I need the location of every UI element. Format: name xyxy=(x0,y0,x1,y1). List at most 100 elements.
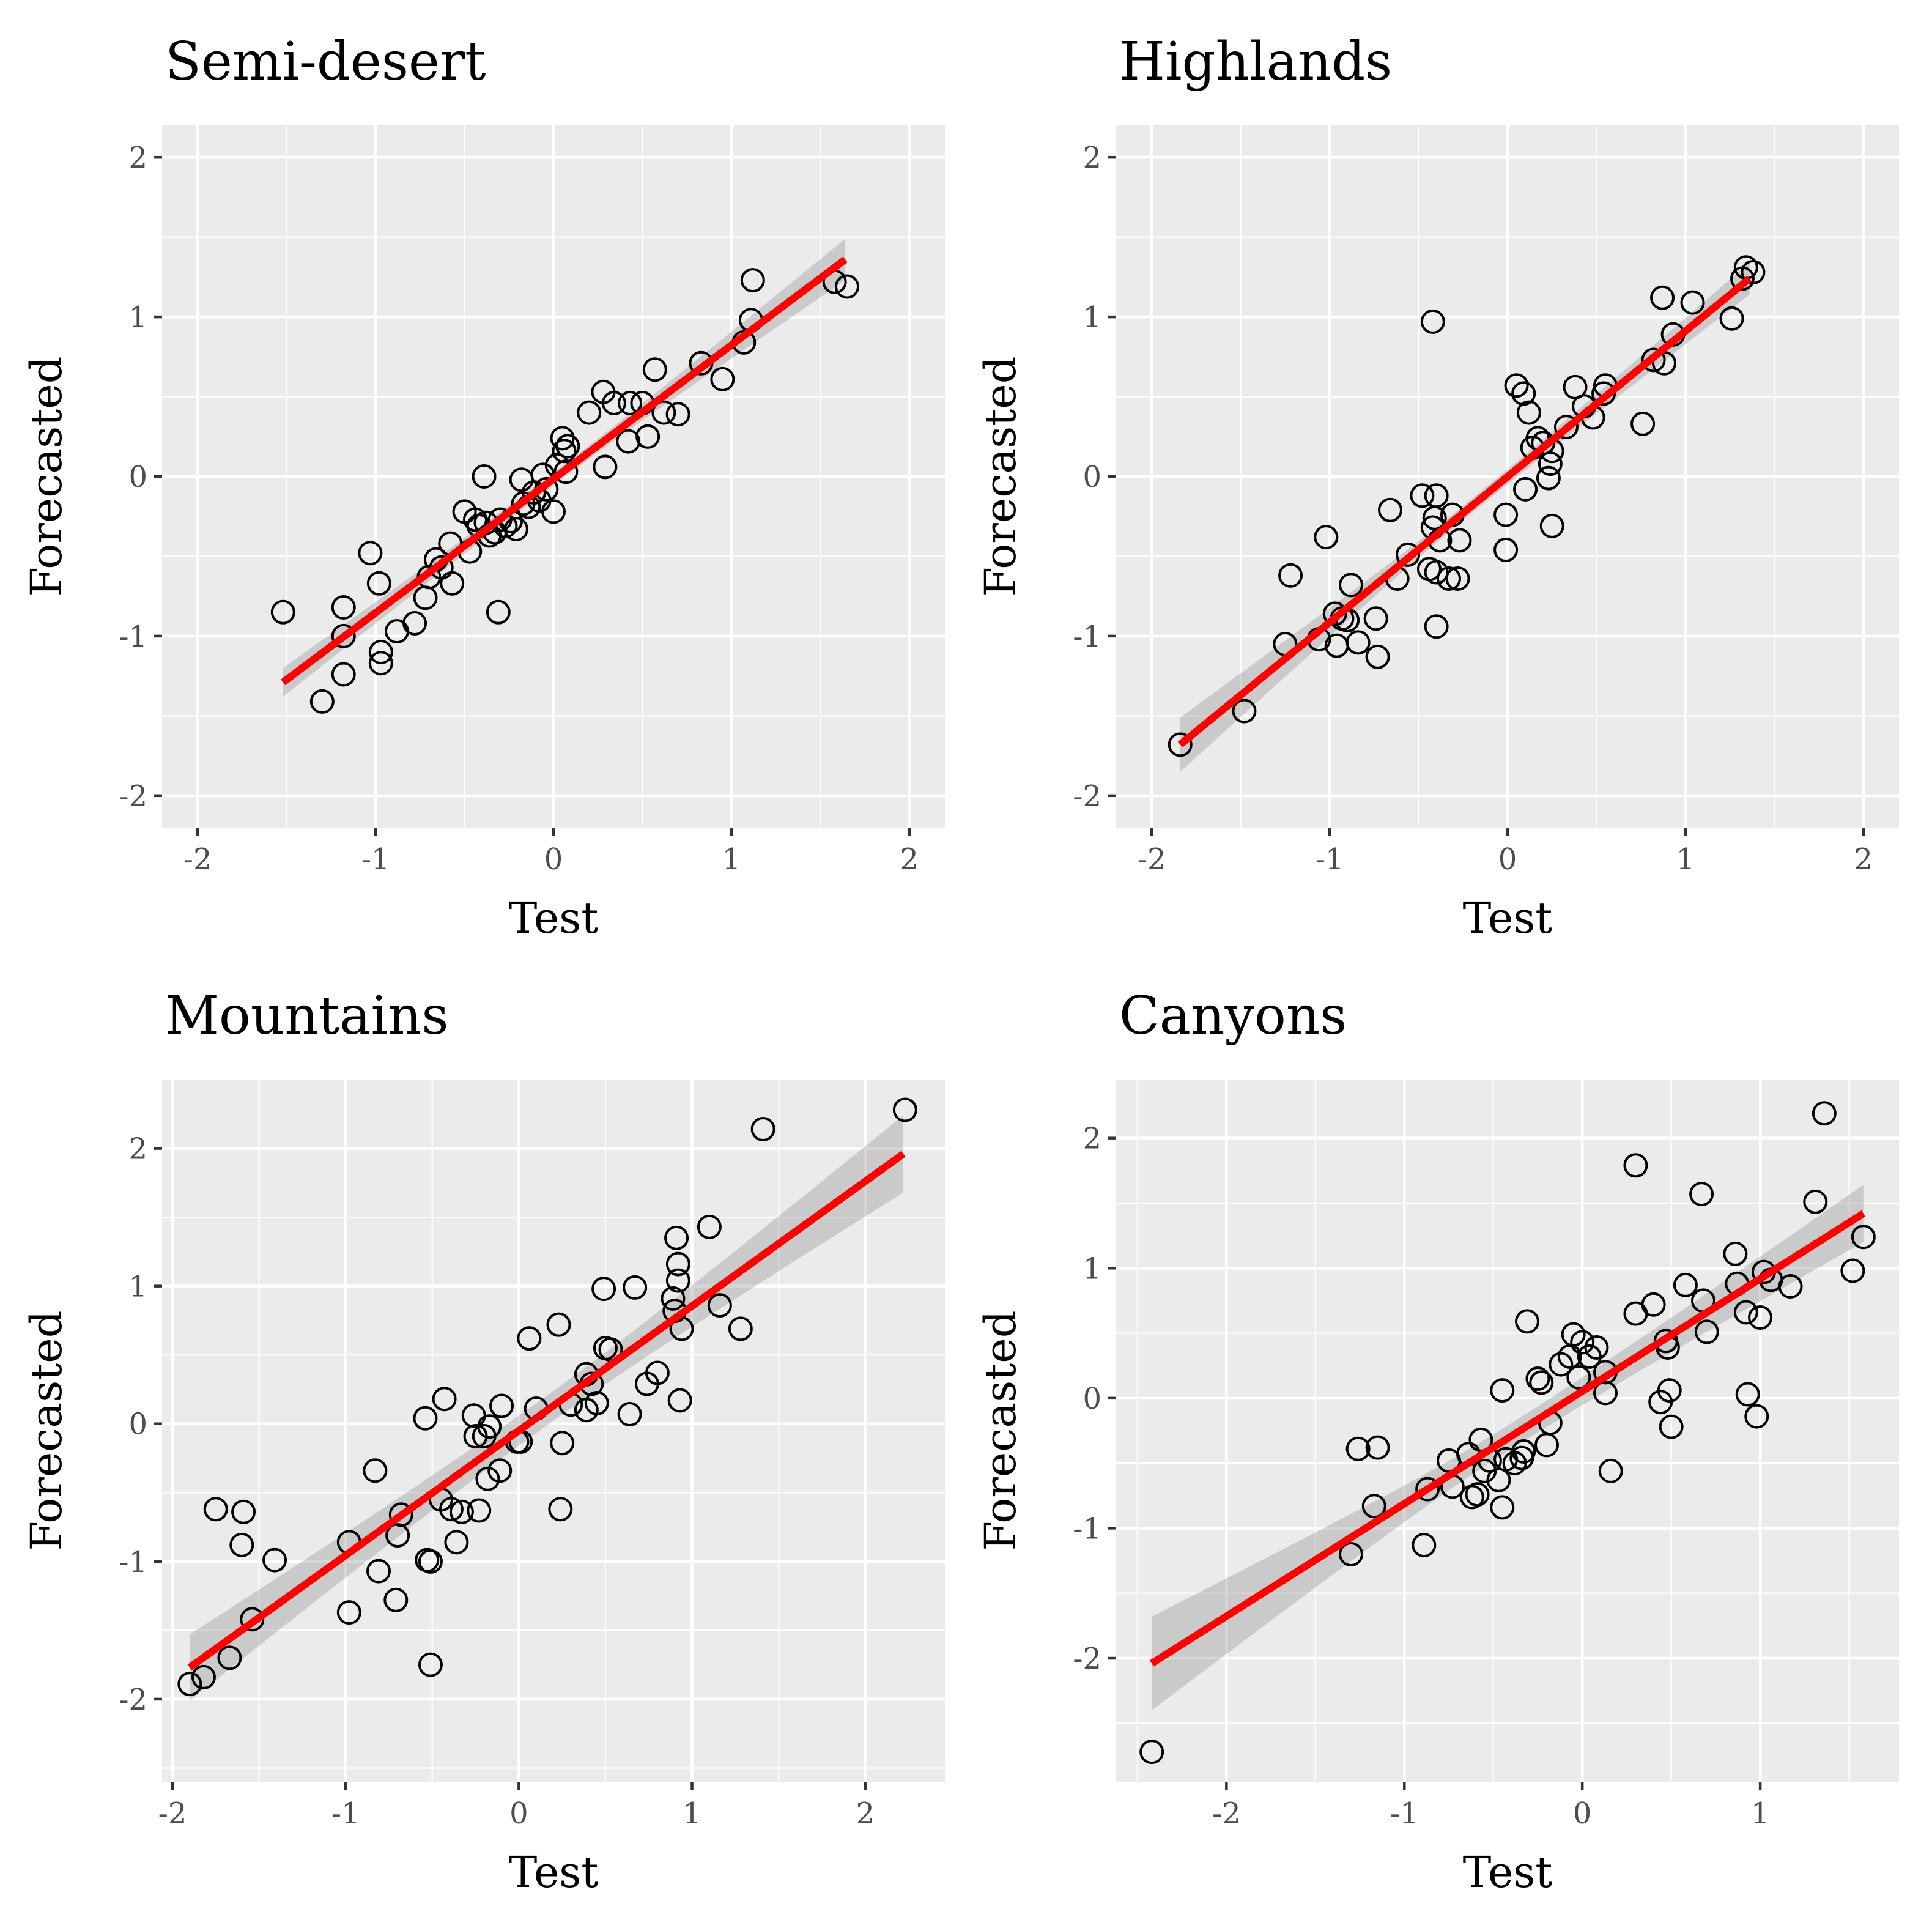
data-point xyxy=(1445,566,1470,591)
regression-line xyxy=(1149,1210,1866,1667)
data-point xyxy=(1733,1300,1758,1325)
data-point xyxy=(413,1406,438,1431)
data-point xyxy=(591,1277,616,1302)
y-tick-label: 1 xyxy=(1083,300,1101,335)
data-point xyxy=(892,1097,917,1122)
data-point xyxy=(1641,347,1666,373)
panel-highlands: -2 -1 0 1 2 -2 -1 0 1 2 Highlands Test Forecasted xyxy=(975,31,1899,943)
y-tick-label: -1 xyxy=(119,620,147,654)
y-tick-label: -2 xyxy=(1073,779,1101,814)
data-point xyxy=(439,1497,464,1522)
data-point xyxy=(835,274,859,299)
x-tick-label: -2 xyxy=(1212,1796,1241,1831)
data-point xyxy=(1623,1153,1648,1178)
data-point xyxy=(1735,1382,1760,1407)
data-point xyxy=(728,1316,753,1341)
data-point xyxy=(1538,451,1563,476)
data-point xyxy=(1513,476,1538,502)
data-point xyxy=(555,434,580,459)
x-tick-label: -2 xyxy=(158,1796,187,1831)
data-point xyxy=(593,454,618,480)
y-tick-label: 0 xyxy=(1083,1382,1101,1416)
data-point xyxy=(1490,1378,1515,1403)
data-point xyxy=(1322,601,1347,626)
data-point xyxy=(358,541,383,566)
data-point xyxy=(1516,400,1541,425)
y-tick-label: 1 xyxy=(128,300,147,335)
panel-mountains: -2 -1 0 1 2 -2 -1 0 1 2 Mountains Test Forecasted xyxy=(21,985,945,1897)
y-tick-label: 2 xyxy=(1083,1122,1101,1156)
regression-line xyxy=(281,256,848,686)
data-point xyxy=(383,1587,409,1612)
data-point xyxy=(617,1401,642,1426)
panel-title: Canyons xyxy=(1119,985,1347,1047)
data-point xyxy=(1539,513,1564,538)
x-tick-label: 0 xyxy=(1573,1796,1592,1831)
y-axis-title: Forecasted xyxy=(21,1311,72,1551)
data-point xyxy=(1424,483,1449,508)
data-point xyxy=(665,1251,690,1277)
data-point xyxy=(584,1390,609,1415)
data-point xyxy=(388,1502,413,1527)
data-point xyxy=(1424,614,1449,639)
x-tick-label: 1 xyxy=(683,1796,701,1831)
data-point xyxy=(331,595,356,620)
panel-title: Mountains xyxy=(165,985,448,1047)
data-point xyxy=(1680,290,1705,315)
data-point xyxy=(1598,1458,1623,1483)
data-point xyxy=(1345,630,1371,655)
data-point xyxy=(750,1117,775,1142)
data-point xyxy=(577,400,602,425)
data-point xyxy=(1504,373,1529,398)
x-tick-label: 0 xyxy=(509,1796,528,1831)
data-point xyxy=(1549,1352,1574,1377)
panel-background xyxy=(1116,1080,1899,1782)
data-point xyxy=(418,1549,443,1574)
data-point xyxy=(1511,1439,1536,1464)
data-point xyxy=(601,390,626,415)
data-point xyxy=(1493,502,1519,527)
data-point xyxy=(1659,1414,1684,1439)
data-point xyxy=(1561,1322,1586,1347)
data-point xyxy=(449,1499,474,1524)
x-tick-label: 0 xyxy=(544,842,563,877)
data-point xyxy=(489,1393,514,1418)
panel-title: Highlands xyxy=(1119,31,1392,92)
data-point xyxy=(546,1312,571,1337)
data-point xyxy=(1593,1381,1618,1406)
data-point xyxy=(707,1293,732,1318)
data-point xyxy=(229,1532,254,1557)
data-point xyxy=(1378,497,1402,522)
data-point xyxy=(1365,1435,1390,1460)
data-point xyxy=(1278,563,1303,588)
data-point xyxy=(1657,1378,1682,1403)
x-tick-label: -2 xyxy=(183,842,212,877)
data-point xyxy=(664,1225,689,1250)
x-tick-label: -1 xyxy=(1390,1796,1419,1831)
x-tick-label: -1 xyxy=(361,842,390,877)
data-point xyxy=(550,1431,575,1456)
x-tick-label: 0 xyxy=(1498,842,1517,877)
data-point xyxy=(1415,1477,1440,1502)
data-point xyxy=(665,402,690,427)
data-point xyxy=(645,1360,670,1385)
data-point xyxy=(553,459,579,484)
data-point xyxy=(331,623,356,648)
data-point xyxy=(651,400,676,425)
data-point xyxy=(231,1499,256,1524)
data-point xyxy=(366,571,391,596)
x-tick-label: -1 xyxy=(1316,842,1344,877)
y-axis-title: Forecasted xyxy=(21,357,72,597)
data-point xyxy=(1339,1541,1363,1566)
x-tick-label: 1 xyxy=(1676,842,1695,877)
y-tick-label: -2 xyxy=(119,779,147,814)
data-point xyxy=(1490,1495,1515,1520)
data-point xyxy=(1570,1330,1595,1355)
data-point xyxy=(486,599,511,625)
x-tick-label: 1 xyxy=(722,842,741,877)
panel-background xyxy=(162,1080,945,1782)
data-point xyxy=(240,1607,265,1632)
data-point xyxy=(402,611,427,636)
data-point xyxy=(1437,566,1461,591)
data-point xyxy=(1515,1309,1539,1334)
